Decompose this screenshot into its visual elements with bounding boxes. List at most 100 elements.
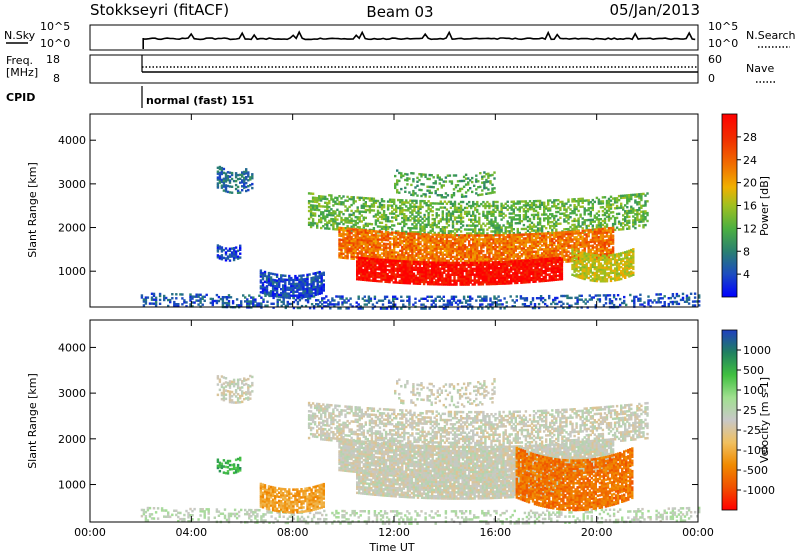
echo-cell — [350, 217, 353, 220]
echo-cell — [216, 248, 220, 251]
echo-cell — [384, 217, 388, 221]
echo-cell — [288, 280, 291, 284]
echo-cell — [696, 300, 699, 303]
echo-cell — [504, 202, 507, 205]
echo-cell — [360, 204, 363, 207]
echo-cell — [524, 231, 528, 235]
echo-cell — [306, 273, 309, 277]
echo-cell — [683, 300, 687, 303]
echo-cell — [626, 200, 629, 203]
echo-cell — [617, 228, 621, 231]
echo-cell — [494, 224, 497, 227]
echo-cell — [555, 205, 558, 208]
echo-cell — [559, 208, 562, 212]
echo-cell — [622, 228, 625, 231]
echo-cell — [638, 197, 641, 200]
echo-cell — [628, 199, 631, 203]
echo-cell — [318, 284, 321, 288]
echo-cell — [589, 220, 592, 224]
echo-cell — [677, 294, 681, 298]
echo-cell — [334, 216, 337, 219]
echo-cell — [543, 213, 546, 216]
echo-cell — [308, 283, 311, 286]
echo-cell — [383, 295, 387, 298]
echo-cell — [399, 222, 402, 225]
echo-cell — [334, 212, 337, 215]
echo-cell — [352, 202, 355, 205]
echo-cell — [437, 231, 440, 235]
echo-cell — [308, 295, 311, 298]
echo-cell — [685, 300, 689, 303]
echo-cell — [639, 293, 642, 296]
echo-cell — [298, 282, 301, 285]
echo-cell — [621, 301, 624, 305]
echo-cell — [576, 302, 579, 305]
echo-cell — [637, 299, 640, 302]
echo-cell — [386, 225, 390, 229]
echo-cell — [573, 206, 576, 209]
echo-cell — [482, 212, 485, 216]
echo-cell — [443, 228, 447, 231]
echo-cell — [533, 303, 537, 306]
echo-cell — [252, 296, 255, 299]
echo-cell — [314, 279, 317, 283]
echo-cell — [245, 178, 248, 181]
echo-cell — [427, 231, 430, 234]
echo-cell — [232, 256, 236, 260]
echo-cell — [582, 300, 585, 303]
echo-cell — [388, 231, 392, 235]
echo-cell — [189, 305, 192, 308]
echo-cell — [500, 206, 503, 209]
echo-cell — [651, 301, 654, 304]
echo-cell — [536, 217, 540, 220]
echo-cell — [199, 297, 202, 300]
echo-cell — [354, 221, 357, 225]
echo-cell — [545, 227, 548, 230]
echo-cell — [480, 238, 483, 241]
echo-cell — [626, 213, 629, 217]
echo-cell — [401, 216, 404, 220]
echo-cell — [304, 277, 307, 281]
echo-cell — [559, 206, 562, 210]
echo-cell — [640, 214, 643, 217]
echo-cell — [239, 256, 242, 259]
echo-cell — [458, 301, 462, 304]
echo-cell — [601, 227, 605, 231]
echo-cell — [515, 295, 518, 298]
echo-cell — [545, 217, 548, 220]
echo-cell — [449, 232, 453, 235]
echo-cell — [484, 214, 487, 217]
echo-cell — [476, 232, 479, 235]
echo-cell — [222, 185, 226, 188]
echo-cell — [261, 285, 265, 289]
echo-cell — [532, 201, 536, 205]
echo-cell — [284, 296, 287, 299]
echo-cell — [446, 299, 450, 302]
echo-cell — [276, 304, 279, 307]
echo-cell — [567, 218, 570, 221]
echo-cell — [273, 294, 277, 298]
echo-cell — [419, 225, 422, 228]
echo-cell — [240, 302, 243, 305]
echo-cell — [388, 212, 392, 215]
echo-cell — [350, 221, 353, 224]
echo-cell — [391, 220, 394, 223]
echo-cell — [482, 200, 485, 204]
echo-cell — [675, 292, 679, 296]
echo-cell — [370, 199, 374, 202]
echo-cell — [533, 306, 537, 310]
echo-cell — [490, 222, 493, 225]
echo-cell — [154, 304, 158, 307]
echo-cell — [657, 301, 660, 304]
echo-cell — [401, 228, 404, 231]
echo-cell — [173, 300, 176, 304]
echo-cell — [492, 222, 495, 225]
echo-cell — [315, 299, 318, 302]
echo-cell — [313, 200, 317, 203]
echo-cell — [675, 294, 679, 298]
echo-cell — [275, 293, 279, 296]
echo-cell — [388, 237, 392, 240]
echo-cell — [183, 299, 186, 302]
echo-cell — [494, 204, 497, 208]
echo-cell — [385, 295, 389, 298]
